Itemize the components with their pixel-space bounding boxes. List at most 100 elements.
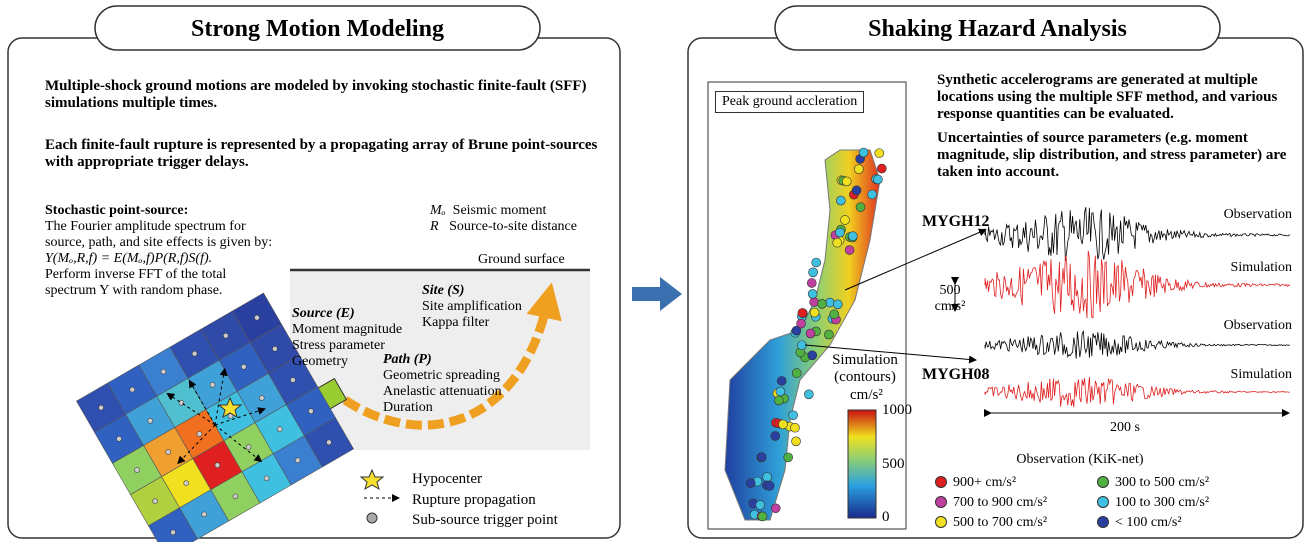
- station-dot: [745, 478, 756, 488]
- wave-path-arrow: [342, 282, 562, 430]
- trace-label: Observation: [1223, 207, 1292, 222]
- point-source-text: Stochastic point-source: The Fourier amp…: [45, 203, 345, 299]
- line: source, path, and site effects is given …: [45, 235, 273, 250]
- waveform: [984, 207, 1291, 261]
- legend-item: 500 to 700 cm/s²: [953, 515, 1048, 530]
- symbol: R: [430, 219, 439, 234]
- symbol: Mₒ: [430, 203, 446, 218]
- trigger-point: [134, 467, 140, 473]
- item: Duration: [383, 400, 433, 415]
- site-title: Site (S): [422, 283, 465, 298]
- station-dot: [757, 511, 768, 522]
- station-dot: [858, 147, 869, 158]
- source-box: Source (E) Moment magnitude Stress param…: [292, 306, 402, 370]
- station-dot: [873, 174, 883, 185]
- waveform: [984, 376, 1290, 408]
- legend-title: Observation (KiK-net): [1016, 452, 1144, 467]
- trigger-point: [129, 386, 135, 393]
- paragraph: Uncertainties of source parameters (e.g.…: [937, 130, 1287, 180]
- trigger-point: [277, 426, 283, 432]
- formula: Y(Mₒ,R,f) = E(Mₒ,f)P(R,f)S(f).: [45, 251, 213, 266]
- station-dot: [791, 436, 801, 447]
- trigger-point: [98, 404, 104, 411]
- station-dot: [832, 299, 843, 310]
- symbols: Mₒ Seismic moment R Source-to-site dista…: [430, 203, 577, 235]
- station-dot: [770, 431, 780, 441]
- station-dot: [778, 419, 788, 430]
- station-dot: [829, 309, 840, 320]
- line: Simulation: [832, 352, 898, 368]
- station-dot: [836, 195, 846, 206]
- station-dot: [807, 289, 818, 299]
- amplitude-label: 500 cm/s²: [930, 283, 970, 315]
- legend-dot: [1097, 516, 1109, 528]
- pointer-arrow: [804, 344, 977, 364]
- observation-legend-dots: [935, 476, 1109, 528]
- station-dot: [817, 299, 827, 309]
- trigger-point: [201, 511, 207, 518]
- legend-star: [359, 468, 385, 491]
- colorbar-tick: 500: [882, 456, 905, 472]
- line: Perform inverse FFT of the total: [45, 267, 227, 282]
- right-title: Shaking Hazard Analysis: [868, 16, 1127, 42]
- station-dot: [783, 452, 793, 463]
- legend-item: 100 to 300 cm/s²: [1115, 495, 1210, 510]
- paragraph: Each finite-fault rupture is represented…: [45, 137, 598, 170]
- left-title-tab: [94, 5, 541, 51]
- legend-col: 300 to 500 cm/s² 100 to 300 cm/s² < 100 …: [1115, 473, 1209, 533]
- legend-item: Sub-source trigger point: [412, 512, 558, 528]
- symbol-label: Seismic moment: [452, 203, 547, 218]
- colorbar: [847, 409, 877, 519]
- trigger-point: [308, 408, 314, 414]
- trigger-point: [183, 480, 189, 486]
- station-dot: [848, 231, 858, 241]
- station-dot: [809, 297, 819, 307]
- station-dot: [764, 481, 775, 491]
- station-dot: [806, 278, 817, 288]
- trigger-point: [254, 314, 260, 321]
- legend-dot: [935, 516, 947, 528]
- line: The Fourier amplitude spectrum for: [45, 219, 246, 234]
- trigger-point: [259, 395, 265, 401]
- station-dot: [788, 410, 798, 421]
- station-dot: [854, 164, 864, 174]
- trigger-point: [209, 382, 216, 388]
- time-label: 200 s: [1110, 420, 1140, 435]
- item: Geometric spreading: [383, 368, 501, 383]
- trigger-point: [290, 377, 296, 383]
- path-title: Path (P): [383, 352, 432, 367]
- trigger-point: [295, 457, 301, 464]
- paragraph: Multiple-shock ground motions are modele…: [45, 78, 587, 111]
- trigger-point: [170, 529, 176, 536]
- trigger-point: [241, 364, 247, 370]
- propagation-arrow: [214, 407, 266, 426]
- station: MYGH08: [922, 366, 990, 383]
- colorbar-unit: cm/s²: [850, 387, 883, 403]
- station-dot: [844, 245, 855, 255]
- path-box: Path (P) Geometric spreading Anelastic a…: [383, 352, 502, 416]
- station-dot: [841, 176, 852, 187]
- site-box: Site (S) Site amplification Kappa filter: [422, 283, 522, 331]
- trace-label: Simulation: [1230, 367, 1292, 382]
- station-dot: [855, 202, 866, 212]
- waveform: [984, 329, 1290, 359]
- line: spectrum Y with random phase.: [45, 283, 223, 298]
- station-dot: [775, 386, 786, 397]
- trace-label: Simulation: [1230, 260, 1292, 275]
- item: Kappa filter: [422, 315, 490, 330]
- legend-dot: [1097, 496, 1109, 508]
- left-title: Strong Motion Modeling: [191, 16, 444, 42]
- legend-item: Hypocenter: [412, 471, 482, 487]
- item: Stress parameter: [292, 338, 385, 353]
- station-dot: [755, 500, 766, 510]
- symbol-label: Source-to-site distance: [449, 219, 577, 234]
- line: 500: [939, 283, 961, 298]
- trigger-point: [160, 368, 167, 375]
- propagation-arrow: [188, 379, 216, 426]
- paragraph: Synthetic accelerograms are generated at…: [937, 72, 1278, 122]
- station-dot: [796, 318, 806, 329]
- station-dot: [790, 422, 800, 433]
- fault-grid: [76, 292, 354, 542]
